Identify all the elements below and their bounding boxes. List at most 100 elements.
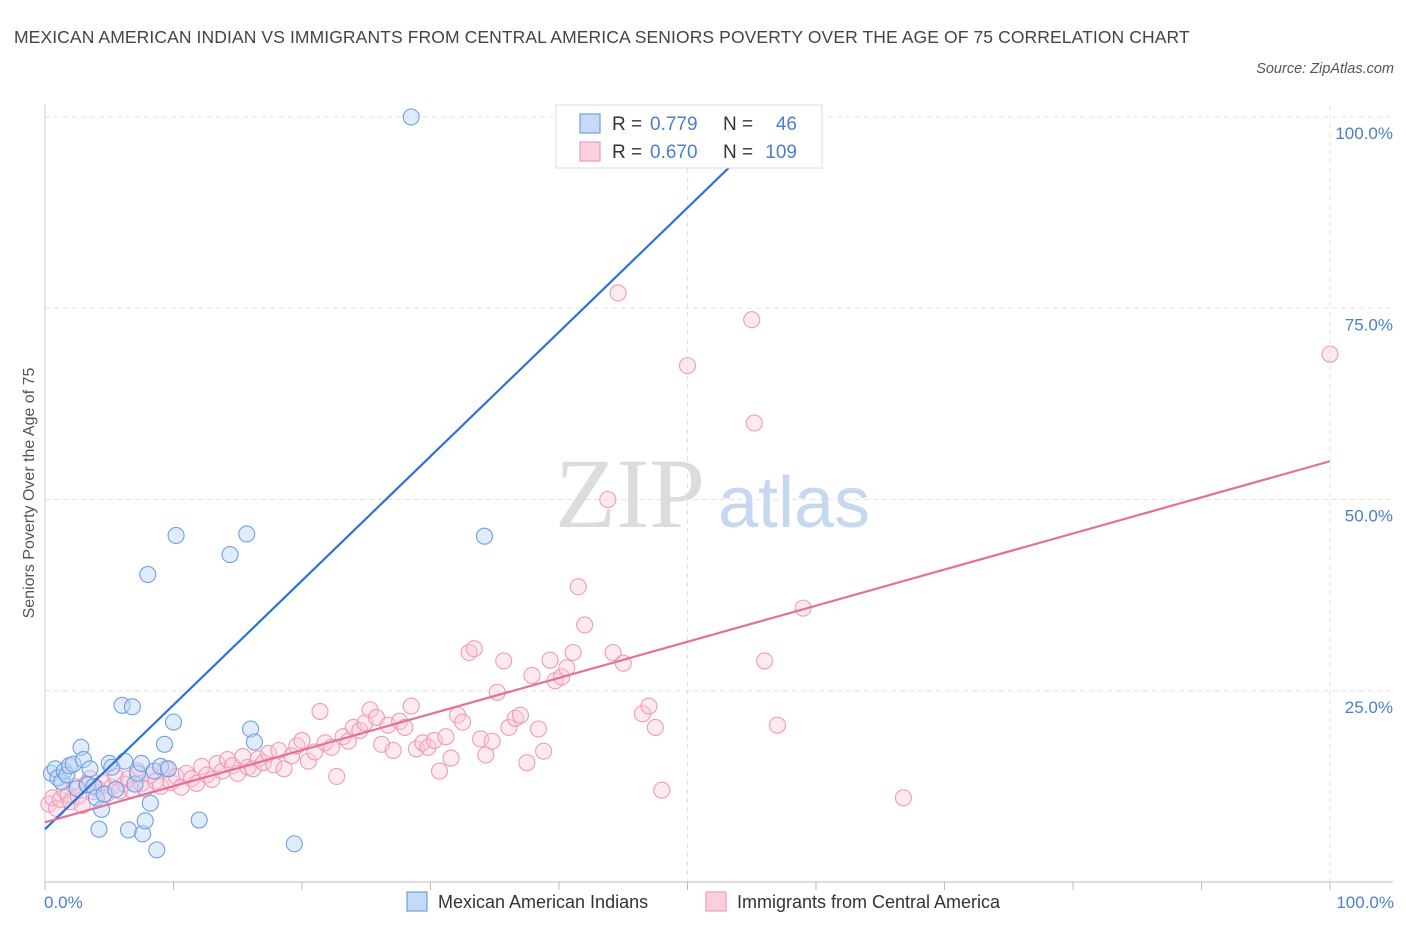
mexican-point-16 xyxy=(92,800,111,818)
stats-legend-swatch-pink xyxy=(579,141,601,162)
immigrant-point-91 xyxy=(506,709,524,727)
immigrant-point-82 xyxy=(454,713,472,731)
immigrant-point-119 xyxy=(1321,345,1339,363)
immigrant-point-112 xyxy=(678,357,697,375)
immigrant-point-111 xyxy=(653,781,671,799)
immigrant-point-32 xyxy=(177,764,195,782)
axes xyxy=(44,105,1393,890)
series-mexican-points xyxy=(42,108,713,859)
stats-legend-swatch-blue xyxy=(579,113,601,134)
mexican-point-45 xyxy=(402,108,420,126)
immigrant-point-84 xyxy=(465,640,483,658)
series-legend-swatch-blue xyxy=(406,891,428,912)
mexican-point-46 xyxy=(475,527,494,545)
mexican-point-20 xyxy=(107,780,125,798)
mexican-point-3 xyxy=(53,773,71,791)
mexican-point-12 xyxy=(81,760,99,778)
immigrant-point-106 xyxy=(609,284,627,302)
series-legend-label-blue: Mexican American Indians xyxy=(438,892,648,912)
chart-source: Source: ZipAtlas.com xyxy=(1256,61,1394,77)
mexican-point-24 xyxy=(123,698,141,716)
immigrant-point-78 xyxy=(430,762,449,780)
stats-legend-r-value-blue: 0.779 xyxy=(650,114,698,135)
stats-legend: R = 0.779 N = 46 R = 0.670 N = 109 xyxy=(555,104,823,169)
trend-lines xyxy=(44,116,1331,831)
y-tick-label-3: 25.0% xyxy=(1345,698,1393,717)
series-legend: Mexican American Indians Immigrants from… xyxy=(406,891,1001,912)
mexican-point-27 xyxy=(132,754,150,772)
mexican-point-40 xyxy=(221,546,239,564)
series-immigrants-points xyxy=(40,284,1339,818)
mexican-point-22 xyxy=(116,752,134,770)
immigrant-point-89 xyxy=(495,652,513,670)
immigrant-point-103 xyxy=(576,616,594,634)
immigrant-point-87 xyxy=(483,732,501,750)
immigrant-point-80 xyxy=(442,749,460,767)
y-axis-title: Seniors Poverty Over the Age of 75 xyxy=(21,368,38,619)
immigrant-point-101 xyxy=(564,643,582,662)
stats-legend-r-label-pink: R = xyxy=(612,142,647,163)
immigrant-point-94 xyxy=(523,666,541,685)
mexican-point-26 xyxy=(128,764,147,782)
mexican-point-33 xyxy=(148,841,166,859)
watermark-zip: ZIP xyxy=(555,438,705,549)
immigrant-point-73 xyxy=(402,697,420,715)
stats-legend-n-label-blue: N = xyxy=(723,114,758,135)
immigrant-point-55 xyxy=(299,752,317,770)
mexican-point-28 xyxy=(134,825,152,843)
immigrant-point-79 xyxy=(437,728,455,746)
immigrant-point-97 xyxy=(541,651,559,669)
mexican-point-38 xyxy=(167,526,185,545)
chart-title: MEXICAN AMERICAN INDIAN VS IMMIGRANTS FR… xyxy=(14,27,1190,47)
immigrant-point-92 xyxy=(511,706,530,724)
mexican-point-29 xyxy=(136,812,154,830)
immigrant-point-54 xyxy=(293,731,311,750)
x-tick-label-min: 0.0% xyxy=(44,893,83,912)
immigrant-point-76 xyxy=(419,738,437,756)
x-tick-label-max: 100.0% xyxy=(1336,893,1394,912)
mexican-point-37 xyxy=(164,713,183,731)
immigrant-point-102 xyxy=(569,578,587,596)
immigrant-point-116 xyxy=(768,716,787,734)
series-legend-label-pink: Immigrants from Central America xyxy=(737,892,1001,912)
y-tick-label-1: 75.0% xyxy=(1345,315,1393,334)
immigrant-point-114 xyxy=(745,414,763,432)
stats-legend-r-value-pink: 0.670 xyxy=(650,142,698,163)
y-tick-label-2: 50.0% xyxy=(1345,507,1393,526)
stats-legend-n-value-blue: 46 xyxy=(776,114,797,135)
mexican-point-35 xyxy=(155,735,174,753)
mexican-point-7 xyxy=(64,755,82,773)
mexican-point-30 xyxy=(139,565,157,584)
mexican-point-10 xyxy=(75,751,93,769)
immigrant-point-70 xyxy=(384,741,402,759)
immigrant-point-95 xyxy=(529,720,547,738)
immigrant-point-90 xyxy=(500,718,518,737)
immigrant-point-118 xyxy=(894,789,912,807)
immigrant-point-104 xyxy=(599,490,617,509)
y-tick-labels: 100.0% 75.0% 50.0% 25.0% xyxy=(1335,124,1393,717)
immigrant-point-115 xyxy=(756,652,774,670)
mexican-trend-line xyxy=(44,116,783,831)
mexican-point-43 xyxy=(245,733,264,751)
immigrant-point-51 xyxy=(275,760,293,778)
stats-legend-n-value-pink: 109 xyxy=(765,142,797,163)
immigrant-point-113 xyxy=(743,311,761,329)
stats-legend-n-label-pink: N = xyxy=(723,142,758,163)
mexican-point-44 xyxy=(285,835,303,853)
mexican-point-23 xyxy=(119,821,138,839)
immigrant-point-96 xyxy=(535,742,553,760)
grid-lines xyxy=(45,105,1390,882)
mexican-point-31 xyxy=(141,794,159,812)
mexican-point-41 xyxy=(238,525,256,543)
immigrant-point-110 xyxy=(646,718,664,737)
immigrant-point-9 xyxy=(73,796,91,815)
mexican-point-25 xyxy=(126,775,144,793)
immigrant-point-57 xyxy=(311,702,329,720)
immigrant-point-93 xyxy=(518,754,536,772)
watermark: ZIP atlas xyxy=(555,438,870,549)
mexican-point-36 xyxy=(159,760,177,778)
immigrant-trend-line xyxy=(44,460,1331,824)
immigrant-point-60 xyxy=(328,767,346,785)
mexican-point-42 xyxy=(242,720,260,738)
